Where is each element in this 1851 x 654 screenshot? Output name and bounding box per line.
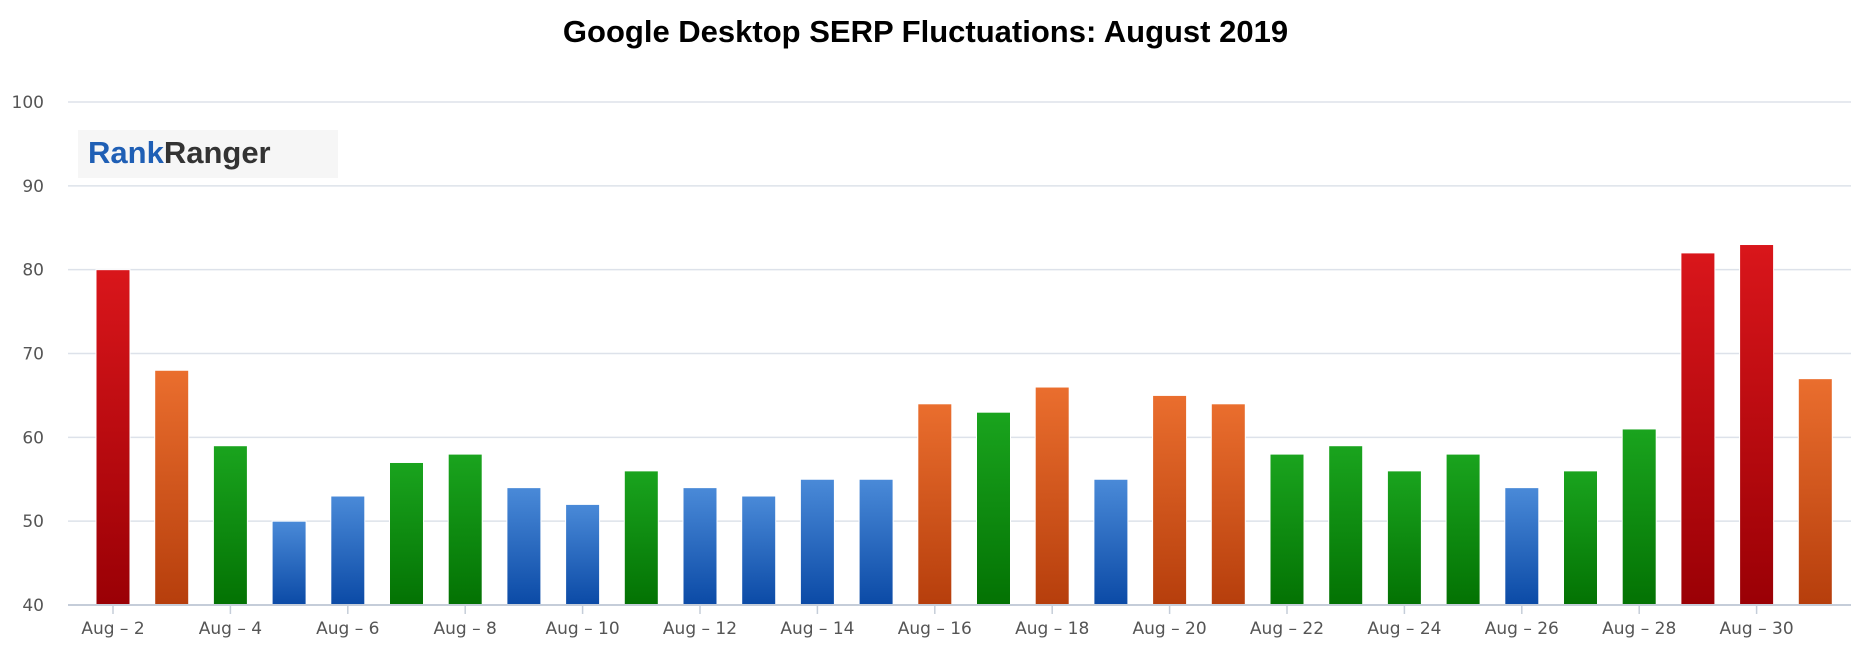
x-tick-label: Aug – 10	[546, 619, 620, 639]
bar	[623, 470, 659, 606]
y-axis-labels: 40 50 60 70 80 90 100	[12, 93, 44, 616]
x-tick-label: Aug – 30	[1720, 619, 1794, 639]
x-tick-label: Aug – 14	[780, 619, 854, 639]
y-tick-label: 100	[12, 93, 44, 113]
bar	[741, 495, 777, 606]
x-tick-label: Aug – 8	[434, 619, 497, 639]
bar	[1680, 252, 1716, 606]
bar	[95, 269, 131, 606]
bar	[799, 478, 835, 606]
x-tick-label: Aug – 28	[1602, 619, 1676, 639]
bar	[1621, 428, 1657, 606]
bar	[917, 403, 953, 606]
x-tick-label: Aug – 4	[199, 619, 262, 639]
y-tick-label: 90	[22, 177, 44, 197]
bar	[1739, 244, 1775, 606]
bar	[682, 487, 718, 606]
y-tick-label: 80	[22, 261, 44, 281]
bar	[1563, 470, 1598, 606]
y-tick-label: 40	[22, 596, 44, 616]
x-tick-label: Aug – 16	[898, 619, 972, 639]
y-tick-label: 60	[22, 428, 44, 448]
bar	[506, 487, 542, 606]
x-tick-label: Aug – 12	[663, 619, 737, 639]
x-tick-label: Aug – 2	[81, 619, 144, 639]
x-axis-labels: Aug – 2 Aug – 4 Aug – 6 Aug – 8 Aug – 10 Aug …	[81, 619, 1793, 639]
bar	[330, 495, 366, 606]
x-tick-label: Aug – 18	[1015, 619, 1089, 639]
bar	[1269, 453, 1305, 606]
bar	[1386, 470, 1422, 606]
bars	[95, 244, 1833, 606]
logo-rank-text: Rank	[88, 135, 165, 170]
bar	[389, 461, 424, 606]
bar	[271, 520, 307, 606]
bar	[212, 445, 248, 606]
bar	[1504, 487, 1540, 606]
bar	[447, 453, 483, 606]
rankranger-logo: RankRanger	[78, 130, 338, 178]
bar	[1797, 378, 1833, 606]
bar	[154, 369, 190, 606]
bar	[1210, 403, 1246, 606]
chart-title: Google Desktop SERP Fluctuations: August…	[562, 14, 1289, 49]
bar	[1093, 478, 1129, 606]
x-tick-label: Aug – 24	[1367, 619, 1441, 639]
x-tick-label: Aug – 22	[1250, 619, 1324, 639]
bar	[1034, 386, 1070, 606]
y-tick-label: 70	[22, 345, 44, 365]
x-tick-label: Aug – 26	[1485, 619, 1559, 639]
logo-ranger-text: Ranger	[164, 135, 271, 170]
x-axis	[68, 604, 1851, 614]
bar	[565, 503, 601, 606]
bar	[1445, 453, 1481, 606]
bar	[976, 411, 1011, 606]
bar	[858, 478, 894, 606]
x-tick-label: Aug – 20	[1133, 619, 1207, 639]
svg-text:RankRanger: RankRanger	[88, 135, 271, 170]
logo-background	[78, 130, 338, 178]
bar	[1152, 394, 1188, 606]
x-tick-label: Aug – 6	[316, 619, 379, 639]
y-tick-label: 50	[22, 512, 44, 532]
bar	[1328, 445, 1364, 606]
